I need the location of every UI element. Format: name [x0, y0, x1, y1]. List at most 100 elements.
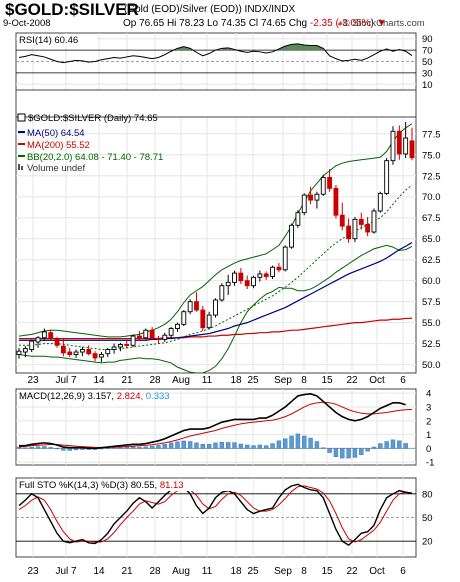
rsi-label-bg — [17, 34, 97, 46]
macd-histogram-bar — [238, 443, 244, 449]
macd-histogram-bar — [346, 448, 351, 459]
x-tick-label-bottom: 11 — [202, 566, 213, 577]
macd-histogram-bar — [61, 448, 66, 451]
price-legend-frame — [15, 89, 417, 118]
sto-k-line — [18, 483, 413, 547]
rsi-tick-label: 30 — [422, 68, 433, 79]
candle-body — [200, 309, 206, 329]
macd-histogram-bar — [149, 445, 155, 449]
macd-histogram-bar — [384, 441, 389, 449]
candle-body — [377, 192, 383, 212]
candle-body — [92, 353, 98, 359]
quote-line: Op 76.65 Hi 78.23 Lo 74.35 Cl 74.65 Chg … — [123, 18, 387, 29]
bb-legend-label: BB(20,2.0) 64.08 - 71.40 - 78.71 — [27, 152, 163, 163]
candle-body — [346, 225, 352, 240]
sto-label-bg — [17, 479, 253, 491]
candle-body — [175, 323, 180, 329]
candle-body — [60, 345, 66, 354]
x-tick-label: 15 — [321, 375, 333, 386]
macd-value: 0.333 — [146, 391, 170, 402]
change-label: Chg — [288, 18, 308, 29]
x-tick-label-bottom: 8 — [301, 566, 307, 577]
x-tick-label: 21 — [121, 375, 133, 386]
x-tick-label: 14 — [93, 375, 105, 386]
macd-histogram-bar — [137, 446, 142, 449]
macd-histogram-bar — [219, 441, 225, 449]
x-tick-label: Jul 7 — [55, 375, 77, 386]
candle-body — [54, 338, 60, 346]
candle-body — [181, 311, 187, 325]
x-tick-label: Aug — [172, 375, 190, 386]
chart-header: $GOLD:$SILVER (Gold (EOD)/Silver (EOD)) … — [0, 0, 460, 32]
price-tick-label: 77.5 — [422, 129, 441, 140]
candle-body — [162, 334, 168, 340]
macd-histogram-bar — [365, 448, 370, 452]
rsi-tick-label: 70 — [422, 46, 433, 57]
low-value: 74.35 — [220, 18, 246, 29]
macd-histogram-bar — [403, 443, 408, 449]
x-tick-label-bottom: Jul 7 — [55, 566, 77, 577]
stockcharts-logo-icon: ◕ — [337, 18, 343, 29]
candle-body — [187, 301, 193, 313]
rsi-overbought-fill — [278, 43, 324, 51]
candle-body — [352, 218, 358, 240]
macd-tick-label: 0 — [426, 444, 431, 455]
macd-histogram-bar — [289, 435, 294, 449]
macd-tick-label: 4 — [426, 389, 431, 400]
macd-histogram-bar — [194, 442, 199, 449]
macd-histogram-bar — [276, 440, 282, 449]
x-tick-label: 25 — [247, 375, 259, 386]
candle-body — [225, 281, 231, 287]
price-panel-frame — [15, 116, 417, 374]
x-tick-label-bottom: 14 — [93, 566, 105, 577]
macd-histogram-bar — [390, 439, 396, 449]
candle-body — [118, 344, 123, 348]
candle-body — [143, 329, 149, 339]
x-tick-label-bottom: 25 — [247, 566, 259, 577]
close-value: 74.65 — [260, 18, 286, 29]
macd-line — [19, 393, 406, 450]
x-tick-label-bottom: Aug — [172, 566, 190, 577]
macd-histogram-bar — [308, 437, 313, 449]
rsi-tick-label: 90 — [422, 34, 433, 45]
volume-legend-bar1 — [18, 164, 20, 170]
candle-body — [409, 140, 415, 159]
candle-body — [16, 350, 22, 355]
macd-histogram-bar — [270, 443, 275, 449]
macd-histogram-bar — [378, 443, 383, 449]
candle-body — [149, 329, 155, 340]
candle-body — [168, 328, 174, 336]
copyright: ◕© StockCharts.com — [337, 18, 425, 29]
candle-body — [41, 331, 47, 339]
candle-body — [79, 349, 85, 353]
price-tick-label: 75.0 — [422, 150, 441, 161]
candle-body — [270, 266, 275, 277]
macd-histogram-bar — [29, 446, 34, 449]
change-down-icon: ▼ — [376, 18, 387, 29]
candle-body — [314, 193, 320, 201]
candle-body — [257, 273, 263, 278]
candle-body — [320, 176, 326, 195]
macd-histogram-bar — [295, 433, 301, 449]
macd-histogram-bar — [73, 448, 79, 451]
quote-date: 9-Oct-2008 — [3, 18, 51, 29]
price-tick-label: 65.0 — [422, 234, 441, 245]
symbol-title: $GOLD:$SILVER — [5, 0, 139, 19]
macd-tick-label: -1 — [426, 458, 434, 469]
candle-body — [251, 276, 256, 287]
candle-body — [124, 344, 130, 346]
rsi-tick-label: 10 — [422, 80, 433, 91]
macd-histogram-bar — [333, 448, 339, 457]
ma200-legend-label: MA(200) 55.52 — [27, 140, 90, 151]
macd-histogram-bar — [143, 446, 148, 449]
change-value: -2.35 (-3.05%) — [309, 18, 374, 29]
sto-value: 80.55, — [131, 480, 160, 491]
candle-body — [396, 130, 402, 155]
ma50-line — [19, 242, 413, 341]
candle-body — [156, 338, 161, 341]
x-tick-label-bottom: 18 — [230, 566, 242, 577]
low-label: Lo — [206, 18, 219, 29]
x-tick-label: 6 — [400, 375, 406, 386]
candle-body — [308, 194, 313, 201]
